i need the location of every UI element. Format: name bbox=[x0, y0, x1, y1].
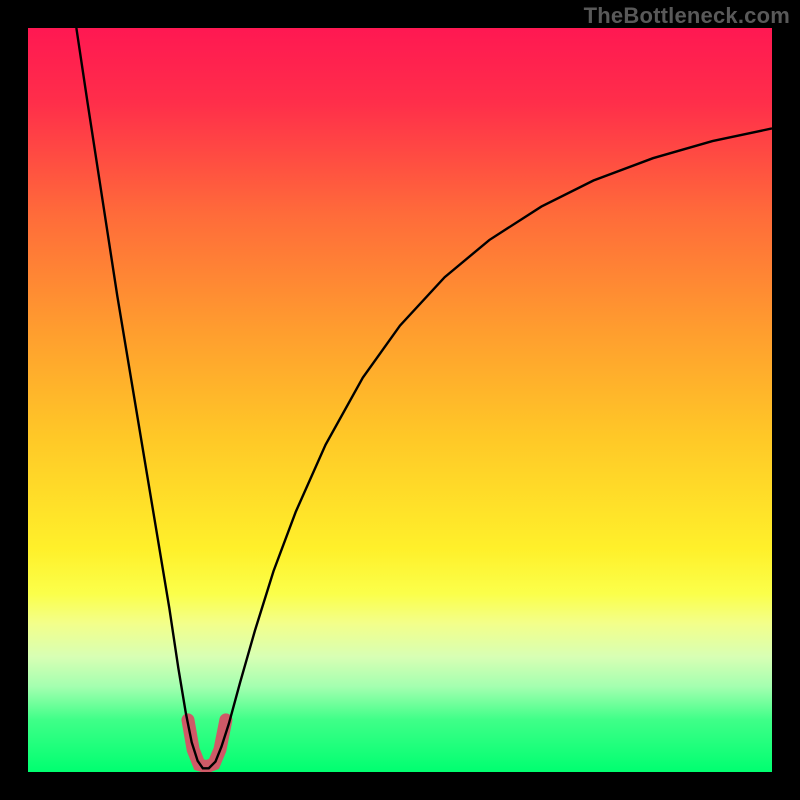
notch-highlight bbox=[188, 720, 226, 767]
watermark-text: TheBottleneck.com bbox=[584, 3, 790, 29]
plot-area bbox=[28, 28, 772, 772]
bottleneck-curve bbox=[76, 28, 772, 768]
curve-layer bbox=[28, 28, 772, 772]
chart-frame: TheBottleneck.com bbox=[0, 0, 800, 800]
